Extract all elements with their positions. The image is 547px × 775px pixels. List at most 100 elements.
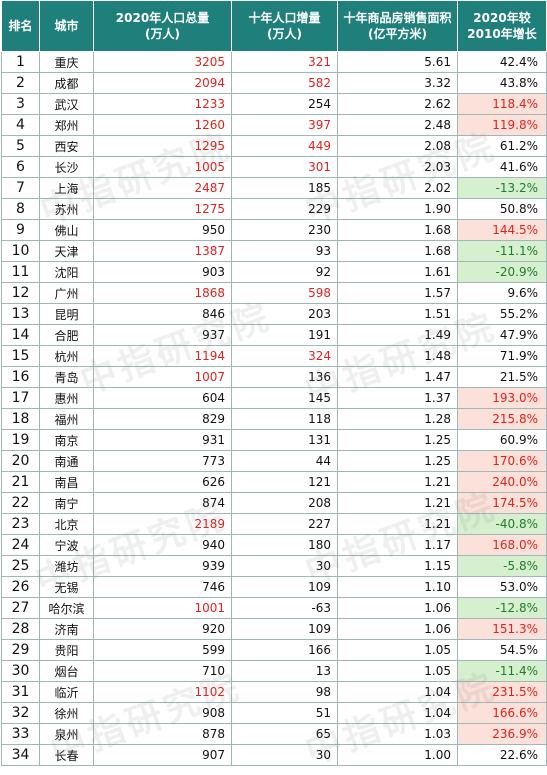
- table-row: 2 成都 2094 582 3.32 43.8%: [1, 72, 547, 94]
- city-cell: 南宁: [39, 492, 94, 514]
- table-row: 23 北京 2189 227 1.21 -40.8%: [1, 513, 547, 535]
- increase-cell: 254: [231, 93, 338, 115]
- header-rank-label: 排名: [8, 19, 33, 33]
- rank-cell: 16: [1, 366, 40, 388]
- table-body: 1 重庆 3205 321 5.61 42.4% 2 成都 2094 582 3.32 43.8% 3 武…: [1, 51, 547, 766]
- sales-area-cell: 2.02: [337, 177, 458, 199]
- population-cell: 907: [93, 744, 232, 766]
- table-row: 6 长沙 1005 301 2.03 41.6%: [1, 156, 547, 178]
- increase-cell: 30: [231, 744, 338, 766]
- population-cell: 1260: [93, 114, 232, 136]
- city-cell: 长春: [39, 744, 94, 766]
- growth-cell: 9.6%: [457, 282, 547, 304]
- table-row: 9 佛山 950 230 1.68 144.5%: [1, 219, 547, 241]
- rank-cell: 25: [1, 555, 40, 577]
- growth-cell: 53.0%: [457, 576, 547, 598]
- city-cell: 武汉: [39, 93, 94, 115]
- population-cell: 626: [93, 471, 232, 493]
- increase-cell: 208: [231, 492, 338, 514]
- increase-cell: 30: [231, 555, 338, 577]
- header-row: 排名 城市 2020年人口总量 (万人) 十年人口增量 (万人) 十年商品房销售…: [1, 0, 547, 52]
- table-row: 24 宁波 940 180 1.17 168.0%: [1, 534, 547, 556]
- population-cell: 1868: [93, 282, 232, 304]
- rank-cell: 9: [1, 219, 40, 241]
- table-row: 5 西安 1295 449 2.08 61.2%: [1, 135, 547, 157]
- increase-cell: 44: [231, 450, 338, 472]
- rank-cell: 31: [1, 681, 40, 703]
- city-cell: 重庆: [39, 51, 94, 73]
- population-cell: 829: [93, 408, 232, 430]
- increase-cell: 397: [231, 114, 338, 136]
- city-cell: 杭州: [39, 345, 94, 367]
- table-row: 8 苏州 1275 229 1.90 50.8%: [1, 198, 547, 220]
- city-cell: 昆明: [39, 303, 94, 325]
- sales-area-cell: 1.51: [337, 303, 458, 325]
- city-cell: 上海: [39, 177, 94, 199]
- header-city-label: 城市: [54, 19, 79, 33]
- table-row: 1 重庆 3205 321 5.61 42.4%: [1, 51, 547, 73]
- growth-cell: 236.9%: [457, 723, 547, 745]
- sales-area-cell: 1.05: [337, 639, 458, 661]
- city-cell: 贵阳: [39, 639, 94, 661]
- increase-cell: 598: [231, 282, 338, 304]
- sales-area-cell: 1.61: [337, 261, 458, 283]
- sales-area-cell: 1.68: [337, 240, 458, 262]
- sales-area-cell: 2.48: [337, 114, 458, 136]
- increase-cell: 118: [231, 408, 338, 430]
- growth-cell: -13.2%: [457, 177, 547, 199]
- table-row: 19 南京 931 131 1.25 60.9%: [1, 429, 547, 451]
- increase-cell: 145: [231, 387, 338, 409]
- sales-area-cell: 1.21: [337, 513, 458, 535]
- growth-cell: -11.1%: [457, 240, 547, 262]
- header-sales-area-line2: (亿平方米): [368, 27, 427, 41]
- population-cell: 1275: [93, 198, 232, 220]
- header-growth-line1: 2020年较: [473, 11, 531, 25]
- growth-cell: 50.8%: [457, 198, 547, 220]
- table-row: 31 临沂 1102 98 1.04 231.5%: [1, 681, 547, 703]
- rank-cell: 32: [1, 702, 40, 724]
- city-cell: 徐州: [39, 702, 94, 724]
- growth-cell: 151.3%: [457, 618, 547, 640]
- population-cell: 931: [93, 429, 232, 451]
- increase-cell: -63: [231, 597, 338, 619]
- growth-cell: 170.6%: [457, 450, 547, 472]
- increase-cell: 301: [231, 156, 338, 178]
- growth-cell: 168.0%: [457, 534, 547, 556]
- sales-area-cell: 1.03: [337, 723, 458, 745]
- city-cell: 广州: [39, 282, 94, 304]
- header-increase-line2: (万人): [267, 27, 302, 41]
- sales-area-cell: 1.15: [337, 555, 458, 577]
- city-cell: 济南: [39, 618, 94, 640]
- header-growth-line2: 2010年增长: [467, 27, 537, 41]
- growth-cell: 118.4%: [457, 93, 547, 115]
- population-cell: 940: [93, 534, 232, 556]
- rank-cell: 5: [1, 135, 40, 157]
- growth-cell: -5.8%: [457, 555, 547, 577]
- sales-area-cell: 1.57: [337, 282, 458, 304]
- city-cell: 青岛: [39, 366, 94, 388]
- city-cell: 惠州: [39, 387, 94, 409]
- growth-cell: 71.9%: [457, 345, 547, 367]
- header-population: 2020年人口总量 (万人): [93, 0, 232, 52]
- increase-cell: 51: [231, 702, 338, 724]
- increase-cell: 136: [231, 366, 338, 388]
- increase-cell: 229: [231, 198, 338, 220]
- table-row: 20 南通 773 44 1.25 170.6%: [1, 450, 547, 472]
- table-row: 32 徐州 908 51 1.04 166.6%: [1, 702, 547, 724]
- population-cell: 2094: [93, 72, 232, 94]
- rank-cell: 30: [1, 660, 40, 682]
- city-cell: 西安: [39, 135, 94, 157]
- table-row: 7 上海 2487 185 2.02 -13.2%: [1, 177, 547, 199]
- sales-area-cell: 1.00: [337, 744, 458, 766]
- table-row: 17 惠州 604 145 1.37 193.0%: [1, 387, 547, 409]
- growth-cell: 240.0%: [457, 471, 547, 493]
- population-cell: 920: [93, 618, 232, 640]
- table-row: 22 南宁 874 208 1.21 174.5%: [1, 492, 547, 514]
- growth-cell: 41.6%: [457, 156, 547, 178]
- sales-area-cell: 1.47: [337, 366, 458, 388]
- increase-cell: 98: [231, 681, 338, 703]
- city-cell: 苏州: [39, 198, 94, 220]
- city-cell: 烟台: [39, 660, 94, 682]
- population-cell: 746: [93, 576, 232, 598]
